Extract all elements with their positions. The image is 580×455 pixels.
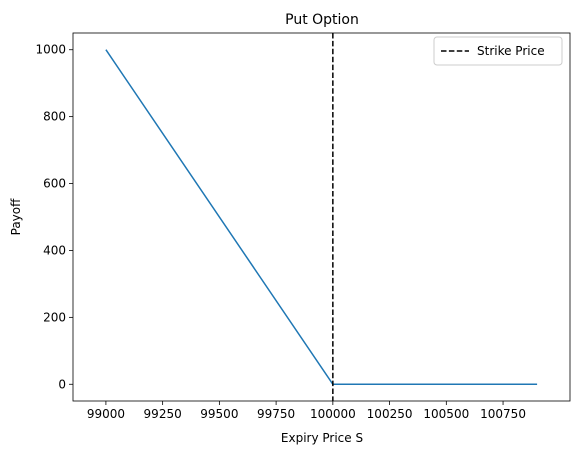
- legend-frame: [433, 36, 563, 66]
- x-tick-label: 99000: [87, 407, 125, 421]
- y-tick-label: 1000: [35, 43, 66, 57]
- legend-strike-label: Strike Price: [477, 44, 545, 58]
- x-tick-label: 99500: [200, 407, 238, 421]
- x-tick-label: 100750: [480, 407, 526, 421]
- x-tick-label: 100250: [367, 407, 413, 421]
- series-line-0: [105, 49, 538, 386]
- y-tick-label: 800: [43, 110, 66, 124]
- y-tick-label: 0: [58, 377, 66, 391]
- x-axis-label: Expiry Price S: [281, 431, 363, 445]
- y-tick-label: 200: [43, 310, 66, 324]
- x-tick-label: 100000: [310, 407, 356, 421]
- axes-frame: [72, 32, 571, 402]
- plot-area: 99000 99250 99500 99750 100000 100250 100500 10…: [35, 32, 571, 421]
- x-tick-label: 99750: [257, 407, 295, 421]
- legend: Strike Price: [433, 36, 563, 66]
- x-tick-label: 99250: [144, 407, 182, 421]
- y-axis-label: Payoff: [9, 198, 23, 235]
- x-tick-label: 100500: [423, 407, 469, 421]
- y-tick-label: 600: [43, 177, 66, 191]
- y-tick-label: 400: [43, 243, 66, 257]
- chart-title: Put Option: [285, 12, 359, 28]
